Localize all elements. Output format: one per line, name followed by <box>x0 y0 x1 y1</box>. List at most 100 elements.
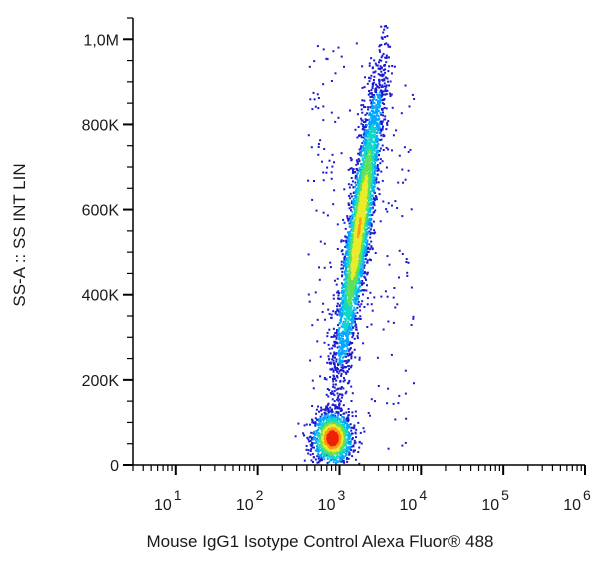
data-point <box>383 82 386 85</box>
data-point <box>351 336 354 339</box>
data-point <box>345 313 348 316</box>
data-point <box>335 358 338 361</box>
data-point <box>342 387 345 390</box>
data-point <box>368 258 371 261</box>
data-point <box>338 336 341 339</box>
data-point <box>383 28 386 31</box>
data-point <box>370 110 373 112</box>
data-point <box>352 450 355 453</box>
data-point <box>321 447 324 450</box>
data-point <box>404 369 407 372</box>
data-point <box>384 43 386 46</box>
data-point <box>351 310 354 313</box>
data-point <box>369 236 372 239</box>
data-point <box>340 366 343 369</box>
data-point <box>348 441 351 443</box>
data-point <box>372 147 375 150</box>
data-point <box>335 337 338 340</box>
data-point <box>407 150 410 153</box>
data-point <box>368 179 371 182</box>
data-point <box>382 69 385 72</box>
data-point <box>359 289 362 292</box>
data-point <box>373 96 376 99</box>
data-point <box>331 165 334 168</box>
data-point <box>318 266 320 269</box>
data-point <box>351 298 354 301</box>
data-point <box>375 135 378 138</box>
data-point <box>342 444 345 447</box>
data-point <box>372 111 375 114</box>
data-point <box>378 188 381 191</box>
data-point <box>325 393 328 396</box>
data-point <box>368 92 371 95</box>
data-point <box>339 360 342 363</box>
data-point <box>327 407 329 410</box>
data-point <box>372 146 375 149</box>
data-point <box>335 379 338 382</box>
data-point <box>386 35 389 38</box>
data-point <box>331 153 334 156</box>
data-point <box>331 421 334 424</box>
data-point <box>370 240 373 243</box>
data-point <box>332 417 335 420</box>
data-point <box>316 455 319 458</box>
data-point <box>348 255 351 258</box>
data-point <box>361 199 364 202</box>
data-point <box>344 255 346 258</box>
data-point <box>318 420 320 423</box>
data-point <box>338 314 341 317</box>
data-point <box>377 73 380 76</box>
data-point <box>371 161 373 164</box>
data-point <box>354 181 357 184</box>
data-point <box>376 169 379 172</box>
data-point <box>361 263 364 266</box>
data-point <box>329 261 332 264</box>
data-point <box>349 315 352 318</box>
data-point <box>342 448 345 451</box>
data-point <box>344 339 347 342</box>
data-point <box>370 225 373 228</box>
data-point <box>383 103 386 106</box>
data-point <box>370 101 373 104</box>
data-point <box>380 121 383 124</box>
data-point <box>342 267 344 270</box>
data-point <box>346 302 349 305</box>
data-point <box>351 415 354 418</box>
data-point <box>364 113 367 116</box>
data-point <box>380 295 383 298</box>
data-point <box>336 454 339 457</box>
data-point <box>346 347 349 350</box>
data-point <box>366 163 369 166</box>
data-point <box>345 324 348 327</box>
data-point <box>372 83 375 86</box>
data-point <box>350 314 353 317</box>
data-point <box>363 191 366 194</box>
data-point <box>314 417 317 420</box>
data-point <box>374 252 377 254</box>
data-point <box>371 122 374 124</box>
data-point <box>351 265 354 268</box>
data-point <box>369 218 371 220</box>
data-point <box>336 451 339 454</box>
data-point <box>336 370 339 373</box>
data-point <box>338 298 341 301</box>
data-point <box>362 427 365 430</box>
data-point <box>361 149 364 152</box>
data-point <box>347 168 350 171</box>
data-point <box>340 451 343 453</box>
data-point <box>346 449 349 452</box>
data-point <box>343 339 346 342</box>
data-point <box>339 387 342 390</box>
data-point <box>372 181 375 184</box>
data-point <box>353 219 356 222</box>
data-point <box>322 211 325 214</box>
data-point <box>364 165 367 168</box>
data-point <box>323 415 326 418</box>
data-point <box>337 429 340 432</box>
data-point <box>356 136 359 139</box>
data-point <box>339 356 342 359</box>
data-point <box>337 430 340 433</box>
data-point <box>316 45 319 48</box>
data-point <box>357 192 360 195</box>
data-point <box>332 377 335 380</box>
